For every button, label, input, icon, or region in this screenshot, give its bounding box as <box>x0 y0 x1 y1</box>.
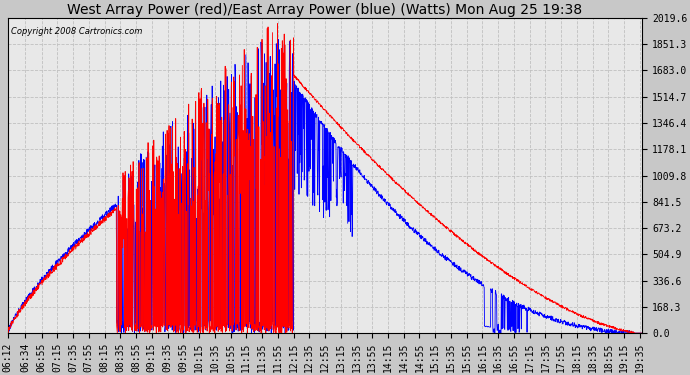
Title: West Array Power (red)/East Array Power (blue) (Watts) Mon Aug 25 19:38: West Array Power (red)/East Array Power … <box>68 3 582 17</box>
Text: Copyright 2008 Cartronics.com: Copyright 2008 Cartronics.com <box>11 27 142 36</box>
